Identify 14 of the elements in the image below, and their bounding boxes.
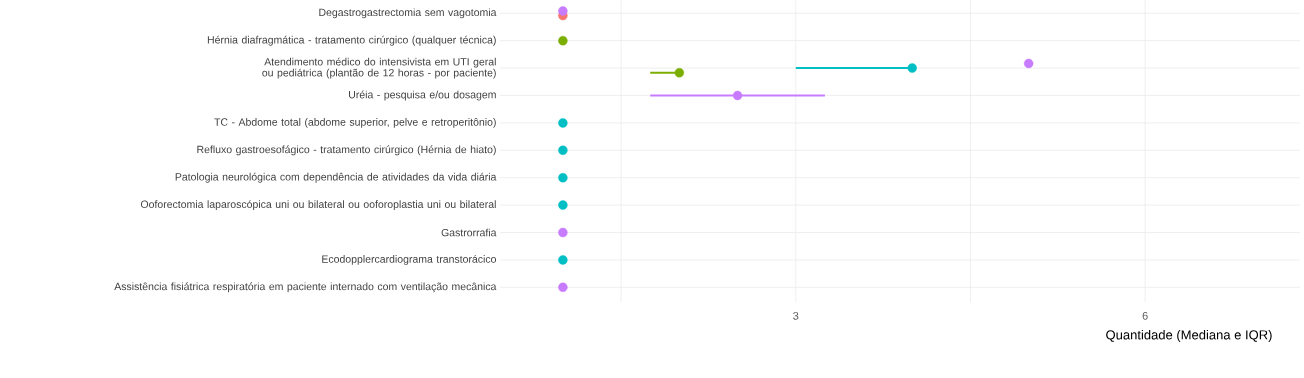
y-tick-label: Hérnia diafragmática - tratamento cirúrgico (qualquer técnica) — [207, 35, 496, 46]
y-tick-label: TC - Abdome total (abdome superior, pelve e retroperitônio) — [214, 117, 496, 128]
y-tick-label: Ooforectomia laparoscópica uni ou bilateral ou ooforoplastia uni ou bilateral — [140, 199, 496, 210]
y-tick-label: Atendimento médico do intensivista em UTI geral ou pediátrica (plantão de 12 horas - por paciente) — [262, 57, 496, 79]
y-tick-label: Refluxo gastroesofágico - tratamento cirúrgico (Hérnia de hiato) — [197, 145, 496, 156]
x-axis-title: Quantidade (Mediana e IQR) — [1106, 329, 1272, 342]
y-tick-label: Uréia - pesquisa e/ou dosagem — [349, 90, 496, 101]
x-tick-label: 6 — [1142, 311, 1148, 320]
y-tick-label: Assistência fisiátrica respiratória em paciente internado com ventilação mecânica — [114, 282, 497, 293]
y-tick-label: Ecodopplercardiograma transtorácico — [322, 254, 497, 265]
y-tick-label: Patologia neurológica com dependência de atividades da vida diária — [175, 172, 497, 183]
y-tick-label: Gastrorrafia — [441, 228, 497, 237]
x-tick-label: 3 — [793, 311, 799, 320]
y-tick-label: Degastrogastrectomia sem vagotomia — [319, 8, 497, 18]
